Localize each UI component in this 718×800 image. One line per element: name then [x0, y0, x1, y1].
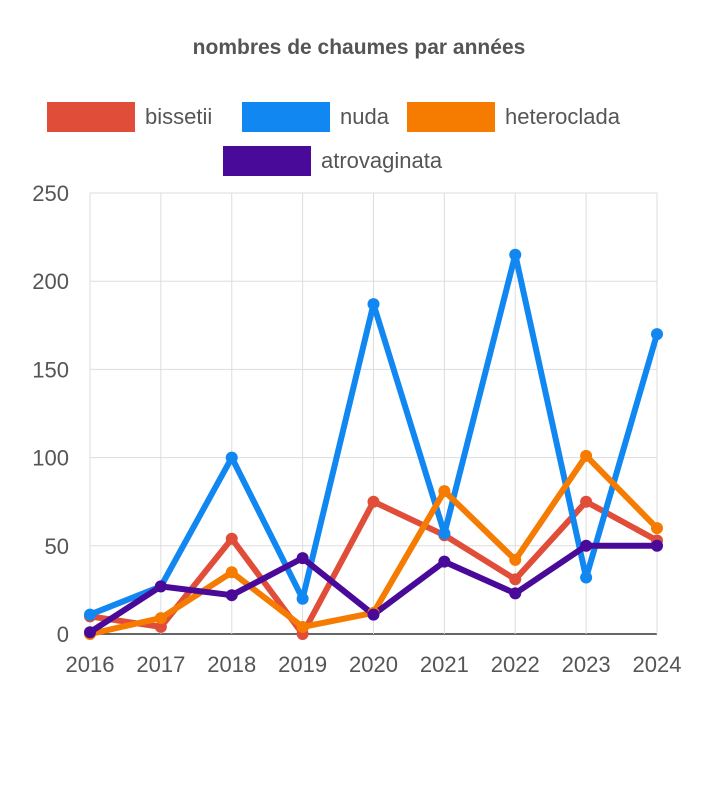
data-point-atrovaginata-2020[interactable]	[367, 608, 380, 621]
x-axis: 2016 2017 2018 2019 2020 2021 2022 2023 2024	[66, 652, 682, 677]
data-point-atrovaginata-2017[interactable]	[154, 580, 167, 593]
legend-swatch-heteroclada	[407, 102, 495, 132]
data-point-heteroclada-2019[interactable]	[296, 620, 309, 633]
chart-title: nombres de chaumes par années	[192, 36, 526, 59]
data-point-nuda-2022[interactable]	[509, 248, 522, 261]
data-point-bissetii-2020[interactable]	[367, 495, 380, 508]
legend-label-atrovaginata: atrovaginata	[321, 148, 443, 173]
data-point-bissetii-2017[interactable]	[154, 620, 167, 633]
data-point-bissetii-2023[interactable]	[580, 495, 593, 508]
data-point-nuda-2016[interactable]	[84, 608, 96, 621]
y-tick-label: 200	[32, 269, 69, 294]
data-point-atrovaginata-2022[interactable]	[509, 587, 522, 600]
data-point-heteroclada-2023[interactable]	[580, 449, 593, 462]
data-point-heteroclada-2018[interactable]	[225, 566, 238, 579]
legend-label-nuda: nuda	[340, 104, 389, 129]
x-tick-label: 2018	[207, 652, 256, 677]
x-tick-label: 2024	[633, 652, 682, 677]
data-point-atrovaginata-2021[interactable]	[438, 555, 451, 568]
legend-item-bissetii[interactable]: bissetii	[47, 101, 212, 133]
data-point-nuda-2018[interactable]	[225, 451, 238, 464]
y-tick-label: 0	[57, 622, 69, 647]
data-point-atrovaginata-2016[interactable]	[84, 626, 96, 639]
legend-item-nuda[interactable]: nuda	[242, 101, 389, 133]
legend-label-heteroclada: heteroclada	[505, 104, 620, 129]
x-tick-label: 2017	[136, 652, 185, 677]
series-points	[84, 248, 663, 640]
data-point-heteroclada-2021[interactable]	[438, 485, 451, 498]
legend-item-atrovaginata[interactable]: atrovaginata	[223, 145, 442, 177]
data-point-nuda-2021[interactable]	[438, 527, 451, 540]
x-tick-label: 2023	[562, 652, 611, 677]
grid	[89, 192, 658, 635]
legend-swatch-nuda	[242, 102, 330, 132]
data-point-heteroclada-2024[interactable]	[651, 522, 663, 535]
data-point-heteroclada-2017[interactable]	[154, 612, 167, 625]
y-tick-label: 50	[45, 534, 69, 559]
x-tick-label: 2019	[278, 652, 327, 677]
data-point-atrovaginata-2018[interactable]	[225, 589, 238, 602]
legend-label-bissetii: bissetii	[145, 104, 213, 129]
data-point-bissetii-2022[interactable]	[509, 573, 522, 586]
data-point-atrovaginata-2023[interactable]	[580, 539, 593, 552]
x-tick-label: 2016	[66, 652, 115, 677]
data-point-atrovaginata-2019[interactable]	[296, 552, 309, 565]
legend-row-1: bissetii nuda heteroclada	[0, 101, 718, 133]
y-tick-label: 100	[32, 446, 69, 471]
y-tick-label: 250	[32, 181, 69, 206]
x-tick-label: 2020	[349, 652, 398, 677]
y-tick-label: 150	[32, 357, 69, 382]
legend-row-2: atrovaginata	[0, 145, 718, 177]
legend-swatch-bissetii	[47, 102, 135, 132]
data-point-nuda-2019[interactable]	[296, 592, 309, 605]
data-point-nuda-2023[interactable]	[580, 571, 593, 584]
data-point-atrovaginata-2024[interactable]	[651, 539, 663, 552]
x-tick-label: 2021	[420, 652, 469, 677]
data-point-nuda-2024[interactable]	[651, 328, 663, 341]
data-point-nuda-2020[interactable]	[367, 298, 380, 311]
legend-swatch-atrovaginata	[223, 146, 311, 176]
legend-item-heteroclada[interactable]: heteroclada	[407, 101, 620, 133]
y-axis: 0 50 100 150 200 250	[32, 181, 69, 647]
data-point-bissetii-2018[interactable]	[225, 532, 238, 545]
x-tick-label: 2022	[491, 652, 540, 677]
data-point-heteroclada-2022[interactable]	[509, 553, 522, 566]
